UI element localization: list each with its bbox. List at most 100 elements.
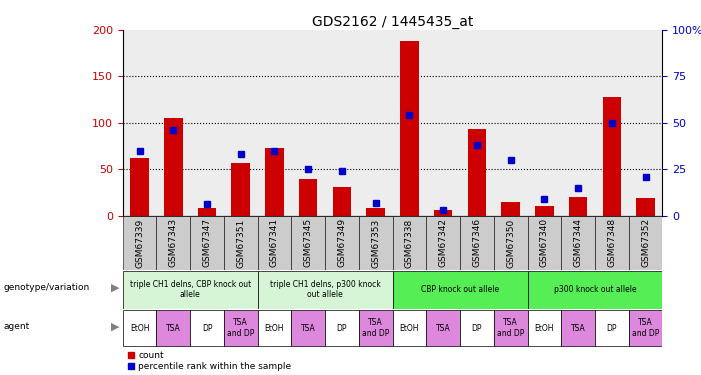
Text: DP: DP: [606, 324, 617, 333]
Bar: [629, 310, 662, 346]
Bar: [494, 216, 528, 270]
Bar: [130, 158, 149, 216]
Bar: [359, 310, 393, 346]
Text: GSM67344: GSM67344: [573, 218, 583, 267]
Text: p300 knock out allele: p300 knock out allele: [554, 285, 637, 294]
Bar: [292, 30, 325, 216]
Bar: [426, 310, 460, 346]
Text: GSM67343: GSM67343: [169, 218, 178, 267]
Bar: [434, 210, 452, 216]
Bar: [494, 310, 528, 346]
Bar: [359, 30, 393, 216]
Text: GSM67346: GSM67346: [472, 218, 482, 267]
Bar: [123, 310, 156, 346]
Bar: [501, 202, 520, 216]
Bar: [325, 30, 359, 216]
Text: GSM67352: GSM67352: [641, 218, 650, 267]
Bar: [393, 216, 426, 270]
Text: GSM67338: GSM67338: [405, 218, 414, 268]
Bar: [156, 310, 190, 346]
Bar: [325, 216, 359, 270]
Text: EtOH: EtOH: [265, 324, 284, 333]
Bar: [629, 216, 662, 270]
Bar: [190, 216, 224, 270]
Bar: [528, 30, 562, 216]
Bar: [494, 30, 528, 216]
Bar: [258, 216, 292, 270]
Text: GSM67345: GSM67345: [304, 218, 313, 267]
Text: GSM67342: GSM67342: [439, 218, 448, 267]
Bar: [258, 310, 292, 346]
Bar: [258, 271, 393, 309]
Title: GDS2162 / 1445435_at: GDS2162 / 1445435_at: [312, 15, 473, 29]
Text: GSM67348: GSM67348: [607, 218, 616, 267]
Text: TSA: TSA: [166, 324, 181, 333]
Text: agent: agent: [4, 322, 29, 331]
Bar: [265, 148, 284, 216]
Bar: [426, 30, 460, 216]
Bar: [393, 30, 426, 216]
Bar: [528, 216, 562, 270]
Bar: [528, 271, 662, 309]
Bar: [629, 30, 662, 216]
Bar: [299, 178, 318, 216]
Text: GSM67350: GSM67350: [506, 218, 515, 268]
Bar: [562, 310, 595, 346]
Text: triple CH1 delns, CBP knock out
allele: triple CH1 delns, CBP knock out allele: [130, 280, 251, 299]
Text: DP: DP: [336, 324, 347, 333]
Bar: [258, 30, 292, 216]
Text: TSA
and DP: TSA and DP: [632, 318, 659, 338]
Bar: [393, 271, 528, 309]
Text: GSM67347: GSM67347: [203, 218, 212, 267]
Text: GSM67351: GSM67351: [236, 218, 245, 268]
Text: ▶: ▶: [111, 321, 119, 331]
Text: GSM67349: GSM67349: [337, 218, 346, 267]
Bar: [292, 216, 325, 270]
Text: EtOH: EtOH: [400, 324, 419, 333]
Bar: [562, 30, 595, 216]
Legend: count, percentile rank within the sample: count, percentile rank within the sample: [127, 351, 291, 371]
Bar: [603, 97, 621, 216]
Bar: [535, 206, 554, 216]
Bar: [393, 310, 426, 346]
Bar: [198, 208, 217, 216]
Text: GSM67353: GSM67353: [372, 218, 380, 268]
Text: TSA
and DP: TSA and DP: [362, 318, 389, 338]
Bar: [292, 310, 325, 346]
Text: TSA: TSA: [301, 324, 315, 333]
Bar: [123, 271, 258, 309]
Bar: [468, 129, 486, 216]
Bar: [569, 197, 587, 216]
Text: TSA: TSA: [436, 324, 451, 333]
Bar: [528, 310, 562, 346]
Bar: [123, 30, 156, 216]
Bar: [426, 216, 460, 270]
Bar: [231, 163, 250, 216]
Text: GSM67340: GSM67340: [540, 218, 549, 267]
Text: CBP knock out allele: CBP knock out allele: [421, 285, 499, 294]
Bar: [123, 216, 156, 270]
Bar: [595, 216, 629, 270]
Bar: [190, 310, 224, 346]
Text: TSA: TSA: [571, 324, 585, 333]
Bar: [224, 310, 258, 346]
Bar: [460, 216, 494, 270]
Text: ▶: ▶: [111, 283, 119, 293]
Text: DP: DP: [202, 324, 212, 333]
Text: EtOH: EtOH: [535, 324, 554, 333]
Text: genotype/variation: genotype/variation: [4, 283, 90, 292]
Bar: [400, 41, 418, 216]
Text: TSA
and DP: TSA and DP: [227, 318, 254, 338]
Text: EtOH: EtOH: [130, 324, 149, 333]
Bar: [190, 30, 224, 216]
Bar: [156, 216, 190, 270]
Text: GSM67341: GSM67341: [270, 218, 279, 267]
Bar: [595, 310, 629, 346]
Bar: [562, 216, 595, 270]
Bar: [224, 216, 258, 270]
Bar: [460, 30, 494, 216]
Bar: [460, 310, 494, 346]
Bar: [637, 198, 655, 216]
Bar: [224, 30, 258, 216]
Bar: [359, 216, 393, 270]
